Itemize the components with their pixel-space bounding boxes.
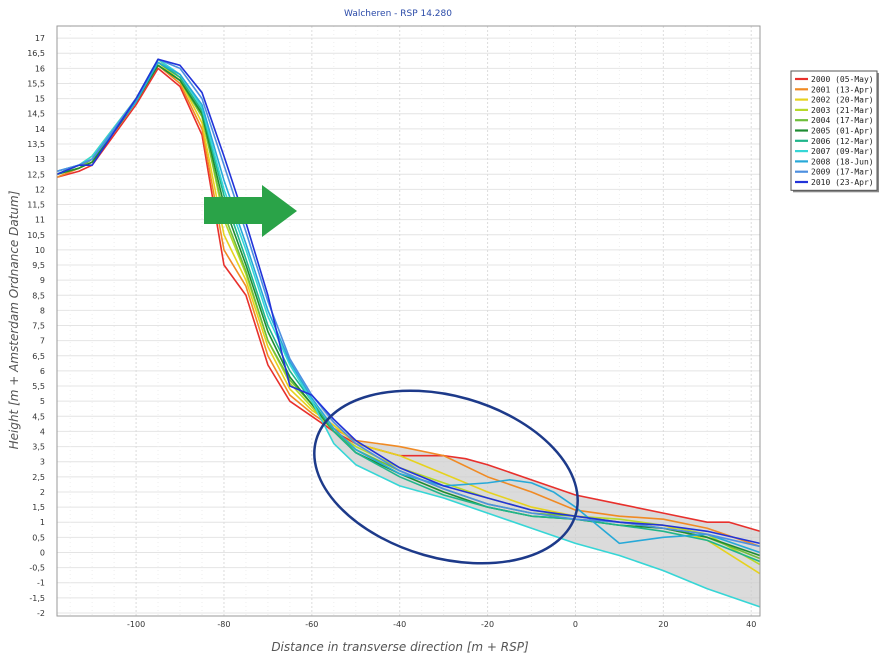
y-tick-label: 1,5 <box>32 503 45 512</box>
y-tick-label: -1,5 <box>29 594 45 603</box>
legend-label: 2009 (17-Mar) <box>811 168 874 177</box>
y-tick-label: 12 <box>35 185 45 194</box>
legend-label: 2005 (01-Apr) <box>811 127 874 136</box>
y-tick-label: 3 <box>40 458 45 467</box>
plot-frame <box>56 25 761 617</box>
y-tick-label: 5 <box>40 397 45 406</box>
y-tick-label: 17 <box>35 34 45 43</box>
y-tick-label: 10 <box>35 246 45 255</box>
y-tick-label: 9 <box>40 276 45 285</box>
y-tick-label: 14 <box>35 125 45 134</box>
annotations <box>204 185 579 565</box>
chart-title: Walcheren - RSP 14.280 <box>344 9 452 19</box>
x-tick-label: -60 <box>305 620 318 629</box>
y-tick-label: 6,5 <box>32 352 45 361</box>
y-tick-label: 11,5 <box>27 201 45 210</box>
y-tick-label: 3,5 <box>32 443 45 452</box>
y-tick-label: 9,5 <box>32 261 45 270</box>
y-tick-label: 13,5 <box>27 140 45 149</box>
x-tick-label: -20 <box>481 620 494 629</box>
y-tick-label: 4,5 <box>32 412 45 421</box>
y-axis-title: Height [m + Amsterdam Ordnance Datum] <box>7 190 21 449</box>
y-tick-label: 2 <box>40 488 45 497</box>
y-tick-label: -2 <box>37 609 45 618</box>
y-tick-label: -1 <box>37 579 45 588</box>
legend-label: 2008 (18-Jun) <box>811 157 874 166</box>
legend-label: 2006 (12-Mar) <box>811 137 874 146</box>
y-tick-label: 15 <box>35 95 45 104</box>
legend-label: 2002 (20-Mar) <box>811 96 874 105</box>
y-tick-label: 1 <box>40 518 45 527</box>
y-tick-label: 8,5 <box>32 291 45 300</box>
legend-label: 2007 (09-Mar) <box>811 147 874 156</box>
y-tick-label: 0,5 <box>32 533 45 542</box>
highlight-ellipse <box>313 389 579 565</box>
x-tick-label: -100 <box>127 620 145 629</box>
series-line <box>56 58 761 545</box>
x-tick-label: -80 <box>217 620 230 629</box>
legend-label: 2004 (17-Mar) <box>811 116 874 125</box>
x-tick-label: -40 <box>393 620 406 629</box>
y-tick-label: 11 <box>35 216 45 225</box>
legend-label: 2000 (05-May) <box>811 75 874 84</box>
y-tick-label: 14,5 <box>27 110 45 119</box>
y-tick-label: 7 <box>40 337 45 346</box>
y-tick-label: 13 <box>35 155 45 164</box>
x-tick-label: 40 <box>746 620 756 629</box>
y-tick-label: 16 <box>35 64 45 73</box>
x-tick-label: 0 <box>573 620 578 629</box>
series-line <box>56 61 761 554</box>
y-tick-label: 7,5 <box>32 322 45 331</box>
y-tick-label: 0 <box>40 548 45 557</box>
y-tick-label: 15,5 <box>27 79 45 88</box>
legend: 2000 (05-May)2001 (13-Apr)2002 (20-Mar)2… <box>790 70 879 193</box>
legend-label: 2001 (13-Apr) <box>811 85 874 94</box>
legend-label: 2010 (23-Apr) <box>811 178 874 187</box>
y-tick-label: 10,5 <box>27 231 45 240</box>
y-tick-label: 5,5 <box>32 382 45 391</box>
y-tick-label: 6 <box>40 367 45 376</box>
series-lines <box>56 58 761 608</box>
x-tick-label: 20 <box>658 620 668 629</box>
y-tick-label: 12,5 <box>27 170 45 179</box>
x-axis-title: Distance in transverse direction [m + RS… <box>271 640 529 654</box>
y-tick-label: 4 <box>40 427 45 436</box>
y-tick-label: 2,5 <box>32 473 45 482</box>
arrow-icon <box>204 185 297 237</box>
axes <box>56 25 761 617</box>
y-tick-label: -0,5 <box>29 564 45 573</box>
tick-labels: -2-1,5-1-0,500,511,522,533,544,555,566,5… <box>27 34 756 629</box>
legend-label: 2003 (21-Mar) <box>811 106 874 115</box>
y-tick-label: 16,5 <box>27 49 45 58</box>
y-tick-label: 8 <box>40 306 45 315</box>
